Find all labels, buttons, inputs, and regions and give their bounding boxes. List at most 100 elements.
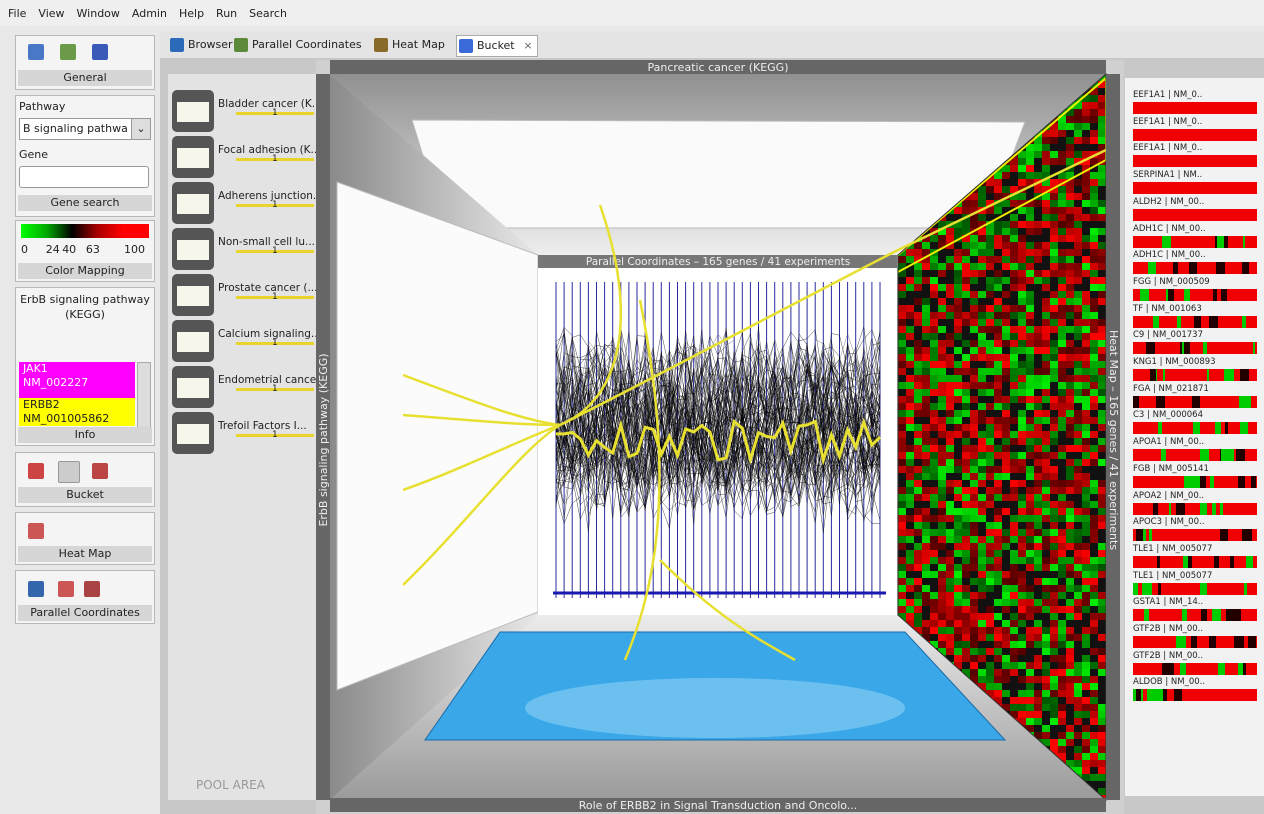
gene-search-button[interactable]: Gene search (18, 195, 152, 211)
heat-cell (1098, 739, 1106, 746)
pathway-select[interactable]: B signaling pathwa (19, 118, 132, 140)
heat-cell (1050, 494, 1058, 501)
heat-cell (1050, 599, 1058, 606)
heat-cell (1034, 228, 1042, 235)
icon[interactable] (58, 461, 80, 483)
heat-cell (970, 550, 978, 557)
heat-cell (946, 312, 954, 319)
pool-item[interactable]: Non-small cell lu... 1 (172, 228, 315, 270)
scrollbar[interactable] (137, 362, 151, 428)
bucket-section: Bucket (15, 452, 155, 507)
heat-cell (1090, 403, 1098, 410)
heat-cell (1066, 452, 1074, 459)
heat-cell (962, 438, 970, 445)
tab[interactable]: Heat Map (372, 35, 445, 55)
heat-cell (1042, 725, 1050, 732)
heat-cell (970, 613, 978, 620)
heat-cell (1018, 277, 1026, 284)
icon[interactable] (28, 581, 44, 597)
icon[interactable] (60, 44, 76, 60)
heat-cell (1026, 368, 1034, 375)
heat-cell (1034, 256, 1042, 263)
icon[interactable] (58, 581, 74, 597)
icon[interactable] (28, 463, 44, 479)
pool-item[interactable]: Trefoil Factors I... 1 (172, 412, 314, 454)
dropdown-button[interactable]: ⌄ (131, 118, 151, 140)
info-item[interactable]: JAK1 NM_002227 (19, 362, 135, 398)
heat-cell (938, 627, 946, 634)
heat-cell (1042, 613, 1050, 620)
profile-line (555, 445, 881, 534)
icon[interactable] (92, 463, 108, 479)
pool-item[interactable]: Bladder cancer (K... 1 (172, 90, 322, 132)
pool-item[interactable]: Calcium signaling... 1 (172, 320, 321, 362)
tab[interactable]: Parallel Coordinates (232, 35, 362, 55)
heat-cell (914, 361, 922, 368)
heat-cell (1090, 655, 1098, 662)
heat-cell (1090, 746, 1098, 753)
heat-cell (962, 235, 970, 242)
heat-cell (1034, 270, 1042, 277)
heat-cell (938, 312, 946, 319)
tab[interactable]: Bucket × (456, 35, 538, 57)
tab[interactable]: Browser (168, 35, 233, 55)
pool-item[interactable]: Adherens junction... 1 (172, 182, 323, 224)
pool-item[interactable]: Prostate cancer (... 1 (172, 274, 317, 316)
menu-item[interactable]: Search (249, 6, 287, 20)
heat-cell (1010, 676, 1018, 683)
heat-cell (1058, 571, 1066, 578)
heat-cell (1026, 697, 1034, 704)
gene-label: GTF2B | NM_00.. (1133, 650, 1204, 661)
pool-item[interactable]: Endometrial cance... 1 (172, 366, 326, 408)
profile-line (555, 332, 881, 422)
heat-cell (1002, 599, 1010, 606)
heat-cell (898, 515, 906, 522)
color-tick-label: 24 (45, 243, 60, 256)
menu-item[interactable]: Run (216, 6, 238, 20)
icon[interactable] (28, 523, 44, 539)
heat-cell (994, 431, 1002, 438)
menu-item[interactable]: Help (178, 6, 205, 20)
heat-cell (1098, 354, 1106, 361)
info-item[interactable]: ERBB2 NM_001005862 (19, 398, 135, 426)
heat-cell (1026, 144, 1034, 151)
icon[interactable] (84, 581, 100, 597)
heat-cell (1050, 291, 1058, 298)
heat-cell (970, 403, 978, 410)
menu-item[interactable]: Window (76, 6, 120, 20)
icon[interactable] (92, 44, 108, 60)
heat-cell (978, 452, 986, 459)
expression-segment (1146, 342, 1156, 355)
heat-cell (1082, 445, 1090, 452)
heat-cell (906, 417, 914, 424)
tab-close[interactable]: × (523, 39, 533, 52)
heat-cell (994, 249, 1002, 256)
heat-cell (1082, 270, 1090, 277)
heat-cell (1018, 298, 1026, 305)
heat-cell (954, 242, 962, 249)
pool-item[interactable]: Focal adhesion (K... 1 (172, 136, 321, 178)
menu-item[interactable]: File (8, 6, 27, 20)
heat-cell (1098, 711, 1106, 718)
expression-segment (1216, 235, 1225, 248)
gene-input[interactable] (19, 166, 149, 188)
heat-cell (1066, 424, 1074, 431)
heat-cell (922, 571, 930, 578)
heat-cell (914, 620, 922, 627)
heat-cell (962, 424, 970, 431)
menu-item[interactable]: View (38, 6, 65, 20)
heat-cell (938, 284, 946, 291)
expression-segment (1176, 502, 1185, 515)
heat-cell (1098, 438, 1106, 445)
heat-cell (898, 585, 906, 592)
menu-item[interactable]: Admin (131, 6, 167, 20)
icon[interactable] (28, 44, 44, 60)
heat-cell (1098, 753, 1106, 760)
heat-cell (994, 403, 1002, 410)
heat-cell (930, 627, 938, 634)
profile-line (555, 341, 881, 426)
heat-cell (994, 564, 1002, 571)
heat-cell (930, 543, 938, 550)
heat-cell (930, 403, 938, 410)
heat-cell (946, 340, 954, 347)
